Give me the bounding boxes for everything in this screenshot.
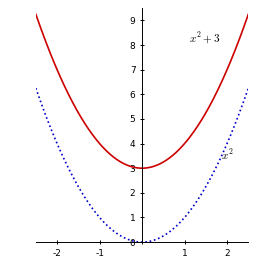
Text: $x^2$: $x^2$ [221,147,233,162]
Text: $x^2+3$: $x^2+3$ [189,31,220,46]
